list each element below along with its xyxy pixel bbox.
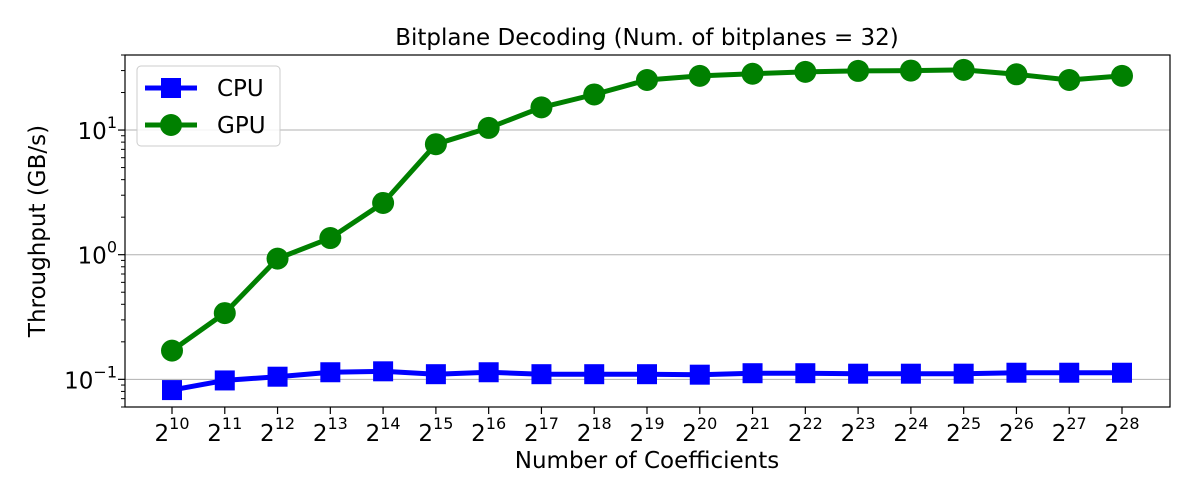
series-markers — [161, 58, 1133, 401]
data-point-gpu — [636, 69, 658, 92]
data-point-cpu — [373, 361, 394, 382]
x-tick-label: 223 — [841, 414, 876, 447]
x-tick-label: 224 — [893, 414, 928, 447]
data-point-cpu — [162, 380, 182, 401]
data-point-gpu — [530, 96, 553, 119]
data-point-cpu — [900, 363, 921, 384]
x-axis: 210 211 212 213 214 215 216 217 218 219 220 221 222 2… — [155, 407, 1140, 447]
y-tick-label: 100 — [78, 238, 117, 270]
data-point-gpu — [372, 191, 395, 214]
x-tick-label: 210 — [155, 414, 190, 447]
data-point-cpu — [848, 363, 869, 384]
data-point-gpu — [477, 116, 500, 139]
data-point-gpu — [847, 59, 870, 82]
x-tick-label: 217 — [524, 414, 559, 447]
data-point-gpu — [161, 339, 183, 362]
legend-label-gpu: GPU — [217, 113, 266, 139]
x-tick-label: 221 — [735, 414, 770, 447]
data-point-cpu — [689, 364, 710, 385]
x-tick-label: 228 — [1105, 414, 1140, 447]
y-axis: 10−1 100 101 — [64, 54, 125, 408]
data-point-gpu — [1111, 64, 1133, 87]
data-point-gpu — [688, 64, 711, 87]
series-lines — [170, 67, 1123, 393]
data-point-cpu — [742, 363, 763, 384]
data-point-cpu — [425, 364, 446, 385]
data-point-cpu — [478, 362, 499, 383]
x-tick-label: 212 — [260, 414, 295, 447]
x-tick-label: 226 — [999, 414, 1034, 447]
x-tick-label: 214 — [366, 414, 401, 447]
x-tick-label: 219 — [630, 414, 665, 447]
data-point-gpu — [899, 59, 922, 82]
data-point-gpu — [952, 58, 975, 81]
x-tick-label: 213 — [313, 414, 348, 447]
x-tick-label: 211 — [207, 414, 242, 447]
data-point-cpu — [953, 363, 974, 384]
data-point-gpu — [1005, 63, 1028, 86]
x-tick-label: 218 — [577, 414, 612, 447]
data-point-gpu — [266, 247, 289, 270]
y-axis-label: Throughput (GB/s) — [25, 125, 51, 338]
plot-area-frame — [124, 54, 1171, 408]
data-point-gpu — [794, 60, 817, 83]
data-point-gpu — [1058, 69, 1081, 92]
data-point-cpu — [320, 362, 341, 383]
y-tick-label: 10−1 — [64, 362, 117, 394]
x-tick-label: 220 — [682, 414, 717, 447]
data-point-cpu — [267, 366, 288, 387]
data-point-gpu — [424, 133, 447, 156]
y-tick-label: 101 — [78, 113, 117, 145]
legend-marker-cpu — [161, 78, 181, 98]
data-point-cpu — [584, 364, 605, 385]
chart-title: Bitplane Decoding (Num. of bitplanes = 3… — [395, 25, 899, 51]
data-point-cpu — [1006, 362, 1027, 383]
data-point-cpu — [1059, 362, 1080, 383]
legend-marker-gpu — [160, 114, 182, 136]
data-point-gpu — [319, 227, 342, 250]
data-point-cpu — [531, 364, 552, 385]
x-tick-label: 225 — [946, 414, 981, 447]
legend: CPU GPU — [136, 65, 281, 147]
data-point-gpu — [213, 302, 236, 325]
x-tick-label: 222 — [788, 414, 823, 447]
x-tick-label: 227 — [1052, 414, 1087, 447]
data-point-cpu — [1112, 362, 1132, 383]
data-point-cpu — [637, 364, 657, 385]
data-point-gpu — [741, 62, 764, 85]
x-axis-label: Number of Coefficients — [515, 448, 779, 474]
legend-label-cpu: CPU — [217, 76, 264, 102]
series-line-gpu — [170, 67, 1123, 353]
x-tick-label: 216 — [471, 414, 506, 447]
data-point-cpu — [795, 363, 816, 384]
data-point-gpu — [583, 83, 606, 106]
x-tick-label: 215 — [418, 414, 453, 447]
data-point-cpu — [214, 370, 235, 391]
